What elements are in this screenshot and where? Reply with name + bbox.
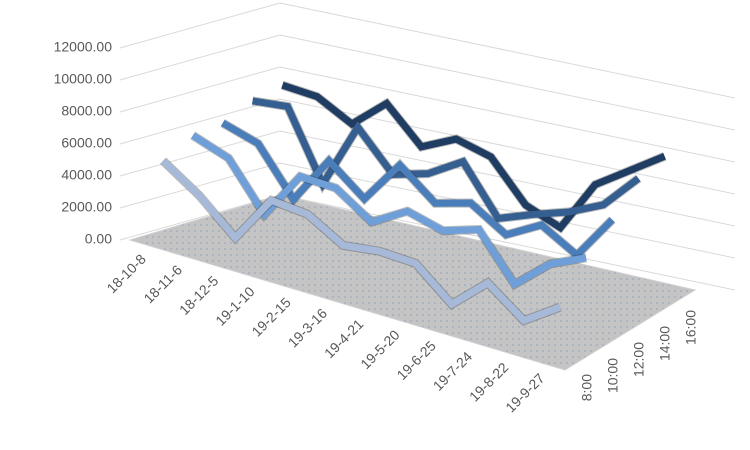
y-tick-label: 12000.00 [54, 39, 113, 55]
x-tick-label: 18-11-6 [140, 262, 185, 307]
series-line [190, 132, 587, 289]
grid-line [119, 98, 736, 195]
series-line [160, 158, 562, 325]
x-tick-label: 19-6-25 [393, 337, 439, 383]
x-tick-label: 19-9-27 [502, 370, 548, 416]
y-tick-label: 6000.00 [61, 135, 112, 151]
y-tick-label: 4000.00 [61, 167, 112, 183]
x-tick-label: 19-2-15 [248, 294, 294, 340]
grid-line [119, 34, 736, 131]
series-line [281, 81, 666, 233]
y-tick-label: 8000.00 [61, 103, 112, 119]
series-label: 14:00 [657, 326, 673, 361]
series-label: 12:00 [631, 342, 647, 377]
y-tick-label: 0.00 [85, 231, 112, 247]
series-label: 16:00 [683, 310, 699, 345]
x-tick-label: 19-8-22 [466, 359, 512, 405]
x-tick-label: 19-5-20 [357, 327, 403, 373]
x-tick-label: 18-12-5 [176, 272, 222, 318]
y-tick-label: 2000.00 [61, 199, 112, 215]
x-tick-label: 19-3-16 [285, 305, 331, 351]
series-label: 10:00 [605, 358, 621, 393]
series-label: 8:00 [579, 374, 595, 401]
grid-line [119, 2, 736, 99]
x-tick-label: 19-1-10 [212, 283, 258, 329]
floor [128, 194, 697, 371]
grid-line [119, 162, 736, 259]
y-tick-label: 10000.00 [54, 71, 113, 87]
x-tick-label: 19-4-21 [321, 316, 367, 362]
x-tick-label: 19-7-24 [430, 348, 476, 394]
grid-line [119, 66, 736, 163]
x-tick-label: 18-10-8 [103, 251, 149, 297]
